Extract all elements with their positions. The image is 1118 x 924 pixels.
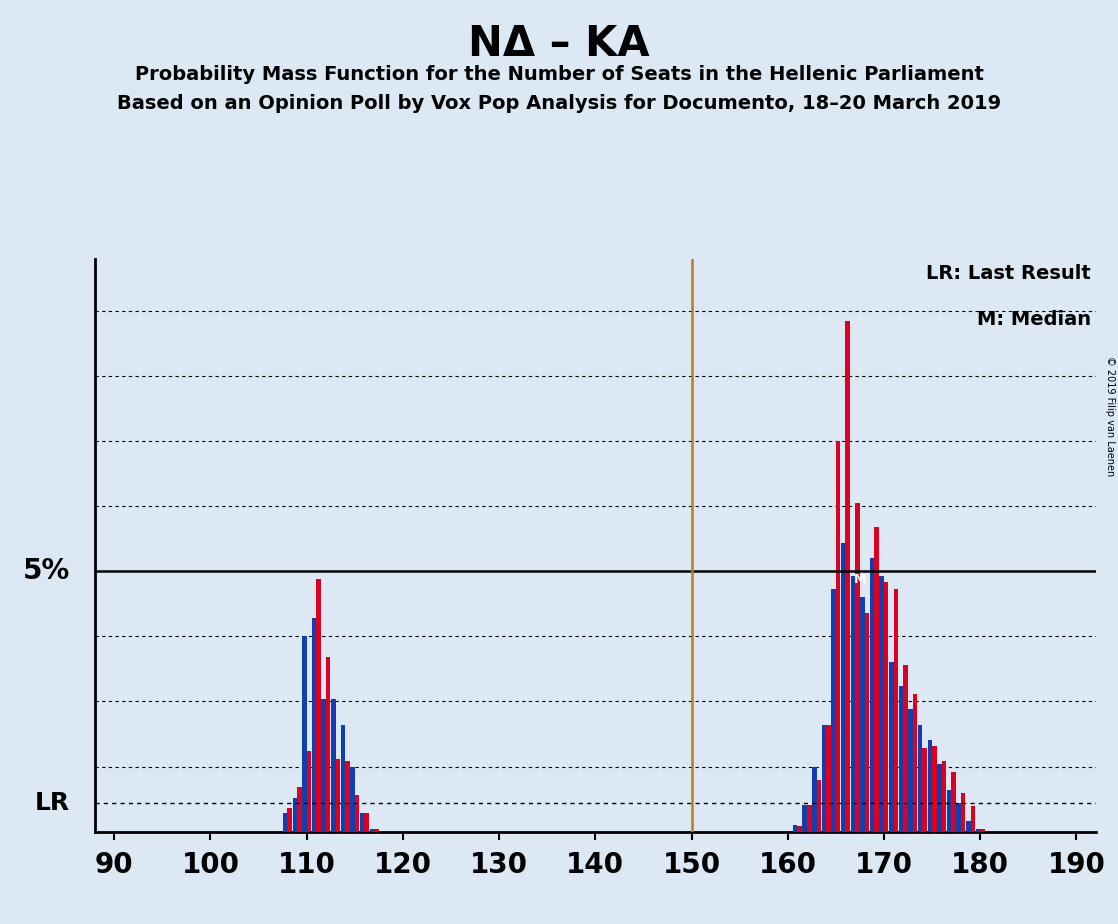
Bar xyxy=(932,746,937,832)
Text: LR: Last Result: LR: Last Result xyxy=(926,264,1091,284)
Bar xyxy=(345,761,350,832)
Text: M: M xyxy=(854,573,866,586)
Bar xyxy=(903,665,908,832)
Bar xyxy=(884,581,889,832)
Bar xyxy=(826,724,831,832)
Bar xyxy=(908,710,912,832)
Bar xyxy=(306,751,311,832)
Bar xyxy=(966,821,970,832)
Bar xyxy=(928,740,932,832)
Bar xyxy=(793,825,797,832)
Bar xyxy=(860,597,864,832)
Bar xyxy=(335,759,340,832)
Bar xyxy=(350,767,354,832)
Bar xyxy=(302,637,306,832)
Bar xyxy=(360,813,364,832)
Text: LR: LR xyxy=(35,791,70,815)
Bar xyxy=(956,803,961,832)
Bar xyxy=(370,829,375,832)
Bar xyxy=(836,441,841,832)
Bar xyxy=(855,504,860,832)
Bar xyxy=(807,805,812,832)
Bar xyxy=(312,618,316,832)
Bar xyxy=(841,542,845,832)
Bar xyxy=(341,724,345,832)
Bar xyxy=(899,686,903,832)
Bar xyxy=(893,590,898,832)
Bar xyxy=(922,748,927,832)
Bar xyxy=(293,797,297,832)
Bar xyxy=(961,793,966,832)
Bar xyxy=(912,694,918,832)
Bar xyxy=(331,699,335,832)
Bar xyxy=(980,829,985,832)
Bar xyxy=(976,829,980,832)
Text: 5%: 5% xyxy=(22,557,70,585)
Bar xyxy=(851,577,855,832)
Bar xyxy=(951,772,956,832)
Bar xyxy=(822,724,826,832)
Bar xyxy=(918,724,922,832)
Bar xyxy=(870,558,874,832)
Bar xyxy=(812,767,816,832)
Bar xyxy=(375,829,379,832)
Bar xyxy=(283,813,287,832)
Text: NΔ – KA: NΔ – KA xyxy=(468,23,650,65)
Bar xyxy=(874,527,879,832)
Bar xyxy=(889,663,893,832)
Text: Probability Mass Function for the Number of Seats in the Hellenic Parliament: Probability Mass Function for the Number… xyxy=(134,65,984,84)
Bar xyxy=(803,805,807,832)
Text: M: Median: M: Median xyxy=(976,310,1091,329)
Bar xyxy=(845,322,850,832)
Bar xyxy=(937,764,941,832)
Bar xyxy=(880,577,884,832)
Text: © 2019 Filip van Laenen: © 2019 Filip van Laenen xyxy=(1106,356,1115,476)
Bar xyxy=(947,790,951,832)
Text: Based on an Opinion Poll by Vox Pop Analysis for Documento, 18–20 March 2019: Based on an Opinion Poll by Vox Pop Anal… xyxy=(117,94,1001,114)
Bar xyxy=(864,613,870,832)
Bar xyxy=(816,780,821,832)
Bar xyxy=(287,808,292,832)
Bar xyxy=(321,699,326,832)
Bar xyxy=(970,806,975,832)
Bar xyxy=(316,579,321,832)
Bar xyxy=(354,796,359,832)
Bar xyxy=(364,813,369,832)
Bar xyxy=(297,787,302,832)
Bar xyxy=(797,826,802,832)
Bar xyxy=(326,657,331,832)
Bar xyxy=(941,761,946,832)
Bar xyxy=(832,590,836,832)
